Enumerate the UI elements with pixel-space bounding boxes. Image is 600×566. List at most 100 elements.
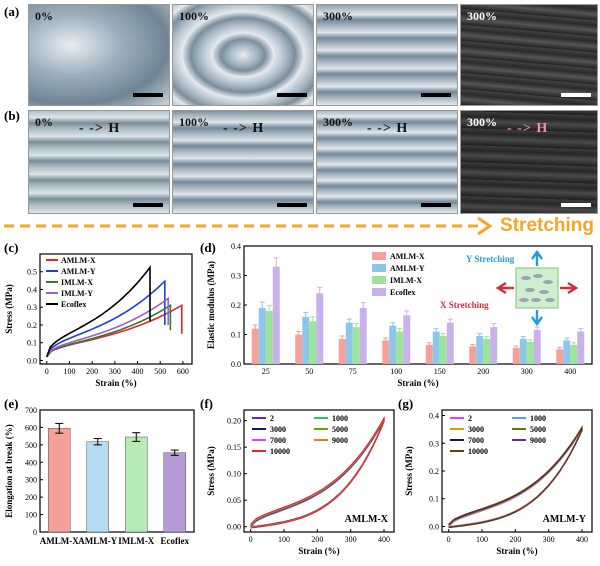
- bar-imlm-x: [352, 327, 360, 364]
- x-axis-label: Strain (%): [95, 378, 136, 388]
- bar-ecoflex: [533, 330, 541, 364]
- y-tick-label: 0.0: [231, 360, 241, 369]
- y-axis-label: Stress (MPa): [4, 284, 14, 334]
- field-label: H: [252, 121, 265, 136]
- legend-label: 1000: [530, 414, 546, 423]
- x-tick-label: 25: [262, 367, 270, 376]
- y-tick-label: 0.00: [227, 523, 241, 532]
- y-tick-label: 0.20: [227, 417, 241, 426]
- chart-f-cyclic-amlm-x: 0 100 200 300 400 0.00 0.05 0.10 0.15 0.20 Strain …: [206, 409, 395, 556]
- legend-swatch: [372, 276, 386, 284]
- y-tick-label: 0.0: [429, 522, 439, 531]
- x-tick-label: 0: [447, 535, 451, 544]
- y-tick-label: 700: [25, 406, 37, 415]
- strain-label: 300%: [323, 115, 353, 129]
- bar-amlm-y: [519, 338, 527, 364]
- bar-amlm-y: [476, 335, 484, 364]
- y-tick-label: 400: [25, 458, 37, 467]
- schematic-sheet: [515, 267, 559, 309]
- bar-ecoflex: [163, 452, 186, 533]
- legend-label: AMLM-Y: [390, 264, 425, 273]
- x-tick-label: 300: [345, 535, 357, 544]
- y-stretch-arrow-down: [530, 310, 544, 327]
- stretching-arrow: [4, 216, 493, 236]
- strain-label: 0%: [35, 9, 53, 23]
- legend-label: 10000: [468, 447, 488, 456]
- cycle-loop-10000: [250, 416, 385, 529]
- bar-imlm-x: [125, 436, 148, 533]
- x-tick-label: AMLM-Y: [78, 536, 117, 546]
- photo-a-0: 0%: [28, 4, 170, 106]
- legend-label: 2: [270, 414, 274, 423]
- bar-ecoflex: [577, 331, 585, 364]
- bar-amlm-y: [389, 325, 397, 364]
- legend-label: Ecoflex: [61, 300, 86, 309]
- chart-c-stress-strain: 0 100 200 300 400 500 600 0.0 0.1 0.2 0.3 0.4 0.5 Str…: [4, 253, 193, 388]
- legend-label: 9000: [530, 436, 546, 445]
- legend-label: 7000: [270, 436, 286, 445]
- legend-label: Ecoflex: [390, 288, 415, 297]
- legend-label: 7000: [468, 436, 484, 445]
- bar-amlm-y: [86, 441, 109, 533]
- legend-label: 9000: [332, 436, 348, 445]
- legend-label: IMLM-X: [61, 278, 93, 287]
- plot-frame: [39, 253, 193, 365]
- bar-imlm-x: [439, 335, 447, 364]
- bar-amlm-x: [251, 328, 259, 364]
- x-tick-label: 200: [477, 367, 489, 376]
- bar-imlm-x: [526, 341, 534, 364]
- bar-amlm-x: [469, 346, 477, 364]
- schematic-particle: [533, 274, 543, 278]
- y-tick-label: 100: [25, 511, 37, 520]
- legend-label: IMLM-Y: [61, 289, 93, 298]
- strain-label: 300%: [467, 9, 497, 23]
- bar-ecoflex: [316, 293, 324, 364]
- x-tick-label: 400: [132, 367, 144, 376]
- y-tick-label: 0.4: [231, 242, 241, 251]
- photo-b-3: 300% - -> H: [460, 110, 598, 214]
- bar-imlm-x: [265, 310, 273, 364]
- bar-ecoflex: [272, 266, 280, 364]
- bar-amlm-x: [556, 349, 564, 364]
- legend-label: 10000: [270, 447, 290, 456]
- x-tick-label: 100: [63, 367, 75, 376]
- schematic-particle: [543, 280, 553, 284]
- strain-label: 100%: [179, 9, 209, 23]
- scale-bar: [133, 203, 163, 207]
- y-axis-label: Elongation at break (%): [4, 424, 14, 518]
- legend-label: 1000: [332, 414, 348, 423]
- field-arrow: - -> H: [223, 121, 265, 136]
- series-line-imlm-x: [46, 303, 172, 358]
- scale-bar: [561, 203, 591, 207]
- x-tick-label: 75: [349, 367, 357, 376]
- chart-title: AMLM-X: [345, 514, 389, 525]
- x-tick-label: 300: [521, 367, 533, 376]
- bar-imlm-x: [483, 338, 491, 364]
- field-label: H: [108, 121, 121, 136]
- strain-label: 300%: [467, 115, 497, 129]
- chart-e-elongation: 0 100 200 300 400 500 600 700 AMLM-X AMLM-Y IMLM-X…: [4, 406, 195, 546]
- x-tick-label: 150: [434, 367, 446, 376]
- stretching-label: Stretching: [500, 215, 594, 236]
- y-tick-label: 0.3: [27, 303, 37, 312]
- bar-ecoflex: [490, 327, 498, 364]
- x-tick-label: 500: [154, 367, 166, 376]
- y-tick-label: 500: [25, 441, 37, 450]
- x-tick-label: 100: [476, 535, 488, 544]
- x-tick-label: 400: [378, 535, 390, 544]
- y-tick-label: 0.1: [27, 339, 37, 348]
- bar-ecoflex: [403, 315, 411, 364]
- x-tick-label: 0: [45, 367, 49, 376]
- photo-b-1: 100% - -> H: [172, 110, 314, 214]
- y-tick-label: 0.15: [227, 443, 241, 452]
- schematic-particle: [525, 288, 535, 292]
- x-tick-label: 200: [86, 367, 98, 376]
- x-tick-label: 300: [109, 367, 121, 376]
- x-tick-label: 400: [576, 535, 588, 544]
- x-stretching-label: X Stretching: [440, 300, 489, 310]
- y-axis-label: Stress (MPa): [206, 446, 216, 496]
- legend-label: 2: [468, 414, 472, 423]
- field-label: H: [536, 121, 549, 136]
- bar-amlm-x: [512, 347, 520, 364]
- schematic-particle: [531, 298, 541, 302]
